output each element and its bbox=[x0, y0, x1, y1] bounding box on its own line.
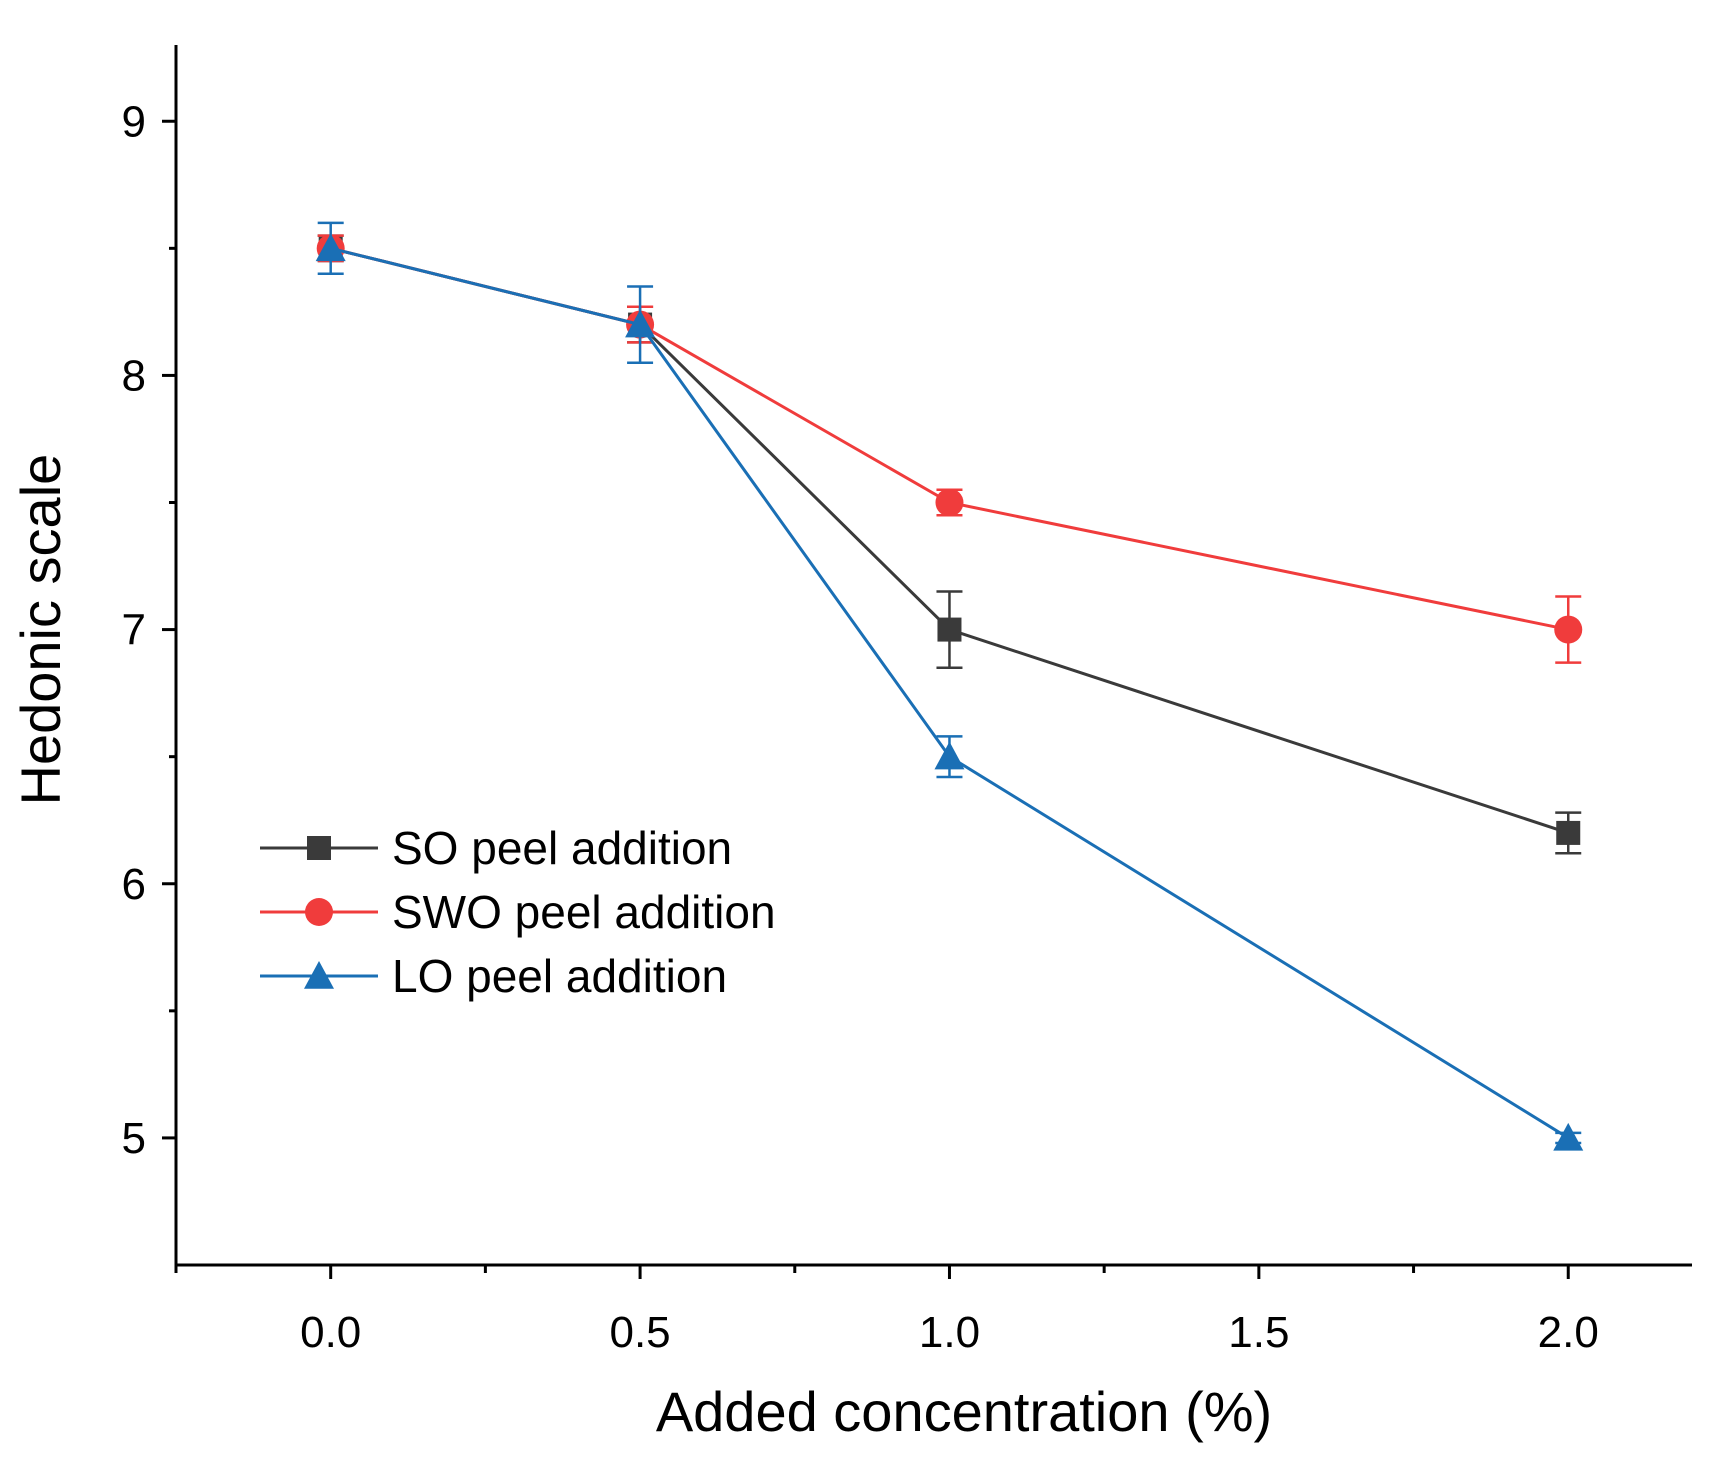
axes bbox=[174, 45, 1692, 1267]
x-tick-label: 0.5 bbox=[609, 1308, 670, 1357]
ticks: 5 6 7 8 9 0.0 0.5 1.0 1.5 2.0 bbox=[122, 97, 1599, 1357]
data-point bbox=[315, 233, 346, 262]
data-point bbox=[1554, 615, 1583, 644]
legend: SO peel addition SWO peel addition LO peel… bbox=[260, 822, 776, 1002]
data-point bbox=[1556, 820, 1581, 845]
series-line bbox=[330, 246, 1569, 632]
y-tick-label: 7 bbox=[122, 606, 146, 655]
series bbox=[315, 221, 1584, 1151]
x-tick-label: 0.0 bbox=[300, 1308, 361, 1357]
series-3 bbox=[315, 221, 1584, 1151]
y-tick-label: 9 bbox=[122, 97, 146, 146]
data-point bbox=[1553, 1122, 1584, 1151]
data-point bbox=[937, 617, 962, 642]
x-tick-label: 1.0 bbox=[919, 1308, 980, 1357]
y-tick-label: 6 bbox=[122, 860, 146, 909]
legend-swatch-marker bbox=[304, 961, 334, 989]
data-point bbox=[625, 309, 656, 338]
legend-item-3: LO peel addition bbox=[260, 950, 727, 1002]
y-axis-title: Hedonic scale bbox=[9, 454, 72, 806]
x-tick-label: 1.5 bbox=[1228, 1308, 1289, 1357]
legend-label: SO peel addition bbox=[392, 822, 732, 874]
legend-label: LO peel addition bbox=[392, 950, 727, 1002]
legend-swatch-marker bbox=[305, 898, 333, 926]
legend-swatch-marker bbox=[307, 836, 331, 860]
legend-item-1: SO peel addition bbox=[260, 822, 732, 874]
y-tick-label: 5 bbox=[122, 1114, 146, 1163]
series-line bbox=[330, 246, 1570, 1140]
legend-label: SWO peel addition bbox=[392, 886, 776, 938]
x-axis-title: Added concentration (%) bbox=[656, 1380, 1272, 1443]
data-point bbox=[935, 488, 964, 517]
x-tick-label: 2.0 bbox=[1538, 1308, 1599, 1357]
y-tick-label: 8 bbox=[122, 351, 146, 400]
legend-item-2: SWO peel addition bbox=[260, 886, 776, 938]
data-point bbox=[934, 741, 965, 770]
